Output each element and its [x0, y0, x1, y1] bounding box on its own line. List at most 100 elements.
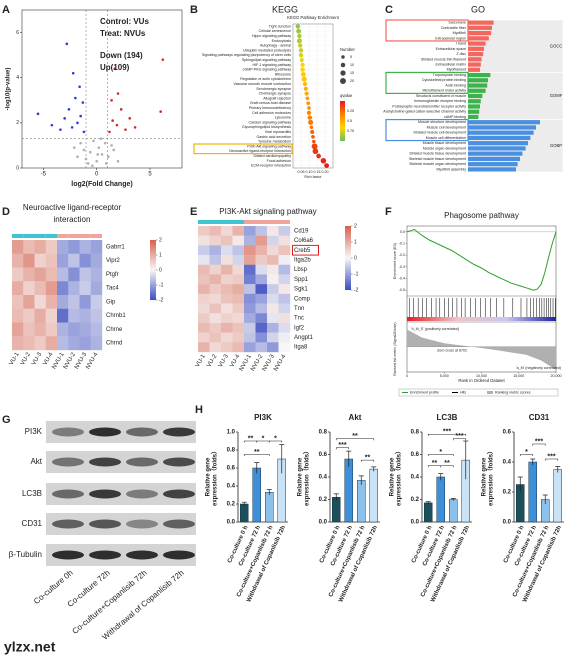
bar	[468, 46, 484, 51]
plot-frame	[21, 9, 183, 169]
term-label: Sarcomere	[448, 21, 466, 25]
y-tick-label: -0.4	[399, 276, 405, 280]
row-label: Itga8	[294, 345, 308, 351]
heat-cell	[12, 295, 24, 309]
metric-area	[407, 329, 556, 370]
group-bar	[34, 234, 46, 238]
dot	[306, 101, 311, 106]
group-bar	[198, 220, 210, 224]
heat-cell	[90, 267, 103, 282]
blot-band	[163, 489, 195, 499]
row-label: Igf2	[294, 325, 305, 331]
y-tick-label: 0	[16, 165, 19, 171]
heat-cell	[45, 336, 58, 351]
y-tick-label: 1.0	[227, 430, 236, 436]
group-bar	[255, 220, 267, 224]
legend-label: 20	[350, 79, 354, 83]
heat-cell	[244, 284, 256, 295]
heat-cell	[278, 322, 291, 333]
error-bar	[346, 450, 352, 467]
heat-cell	[34, 322, 46, 337]
colorbar-label: 0.5	[347, 119, 352, 123]
y-tick-label: 0.4	[503, 460, 512, 466]
x-tick-label: 5,000	[440, 374, 449, 378]
heat-cell	[278, 342, 291, 353]
point	[113, 67, 117, 70]
blot-band	[126, 489, 158, 499]
bar	[357, 480, 366, 523]
point	[76, 155, 79, 159]
colorbar	[345, 226, 351, 290]
y-axis-label: Enrichment score (ES)	[393, 243, 397, 279]
error-bar	[371, 466, 377, 472]
point	[107, 155, 110, 159]
term-label: Neuroactive ligand-receptor interaction	[229, 149, 291, 153]
bar	[468, 167, 516, 172]
chart-title: PI3K	[254, 413, 272, 422]
blot-band	[89, 427, 121, 437]
heat-cell	[209, 284, 222, 295]
heat-cell	[232, 245, 245, 256]
heat-cell	[34, 267, 46, 282]
significance-bracket	[243, 454, 270, 456]
group-label: GOMF	[550, 93, 563, 98]
row-label: Chrnd	[106, 341, 122, 347]
bar	[528, 461, 537, 523]
x-tick-label: 0.20	[322, 170, 329, 174]
significance-label: **	[248, 435, 254, 442]
x-axis-label: Rich factor	[304, 175, 322, 179]
significance-bracket	[268, 440, 283, 443]
term-label: Graft-versus-host disease	[250, 101, 291, 105]
heatmap-title: Neuroactive ligand-receptor	[23, 203, 122, 212]
bar	[468, 109, 480, 114]
significance-label: *	[525, 449, 528, 456]
bar	[468, 78, 488, 83]
significance-bracket	[360, 459, 375, 462]
bar	[369, 468, 378, 523]
heat-cell	[23, 322, 35, 337]
row-label: Gabrr1	[106, 244, 125, 250]
row-label: Chrne	[106, 327, 123, 333]
point	[133, 126, 137, 129]
significance-bracket	[427, 433, 467, 436]
y-axis-label: Relative gene	[206, 457, 212, 496]
blot-band	[126, 427, 158, 437]
heat-cell	[90, 308, 103, 323]
row-label: Itga2b	[294, 258, 311, 264]
heat-cell	[278, 264, 291, 275]
point	[79, 114, 82, 118]
legend-dot	[340, 62, 346, 68]
heat-cell	[57, 281, 69, 296]
y-tick-label: 2	[16, 120, 19, 126]
error-bar	[450, 498, 456, 501]
term-label: Regulation of actin cytoskeleton	[240, 77, 291, 81]
term-label: I band	[456, 42, 466, 46]
y-tick-label: 0.2	[411, 497, 420, 503]
point	[70, 126, 74, 129]
heat-cell	[57, 267, 69, 282]
point	[50, 123, 54, 127]
colorbar-label: 0.75	[347, 129, 354, 133]
heat-cell	[244, 293, 256, 304]
bar	[468, 120, 540, 125]
error-bar	[266, 489, 272, 495]
heat-cell	[79, 267, 91, 282]
y-axis-label: expression（folds）	[211, 448, 219, 506]
error-bar	[358, 475, 364, 485]
bar	[468, 88, 486, 93]
heat-cell	[244, 245, 256, 256]
group-bar	[79, 234, 91, 238]
bar	[424, 502, 433, 523]
legend-label: Hits	[460, 390, 466, 394]
blot-band	[89, 457, 121, 467]
chart-title: Phagosome pathway	[444, 211, 519, 220]
legend-label: 5	[350, 55, 352, 59]
term-label: Dilated cardiomyopathy	[253, 154, 291, 158]
term-label: Striated muscle thin filament	[421, 57, 466, 61]
dot	[301, 76, 307, 82]
heat-cell	[255, 293, 268, 304]
term-label: PI3K-Akt signaling pathway	[247, 144, 291, 148]
heat-cell	[57, 308, 69, 323]
y-tick-label: 0.4	[227, 484, 236, 490]
heat-cell	[23, 240, 35, 254]
